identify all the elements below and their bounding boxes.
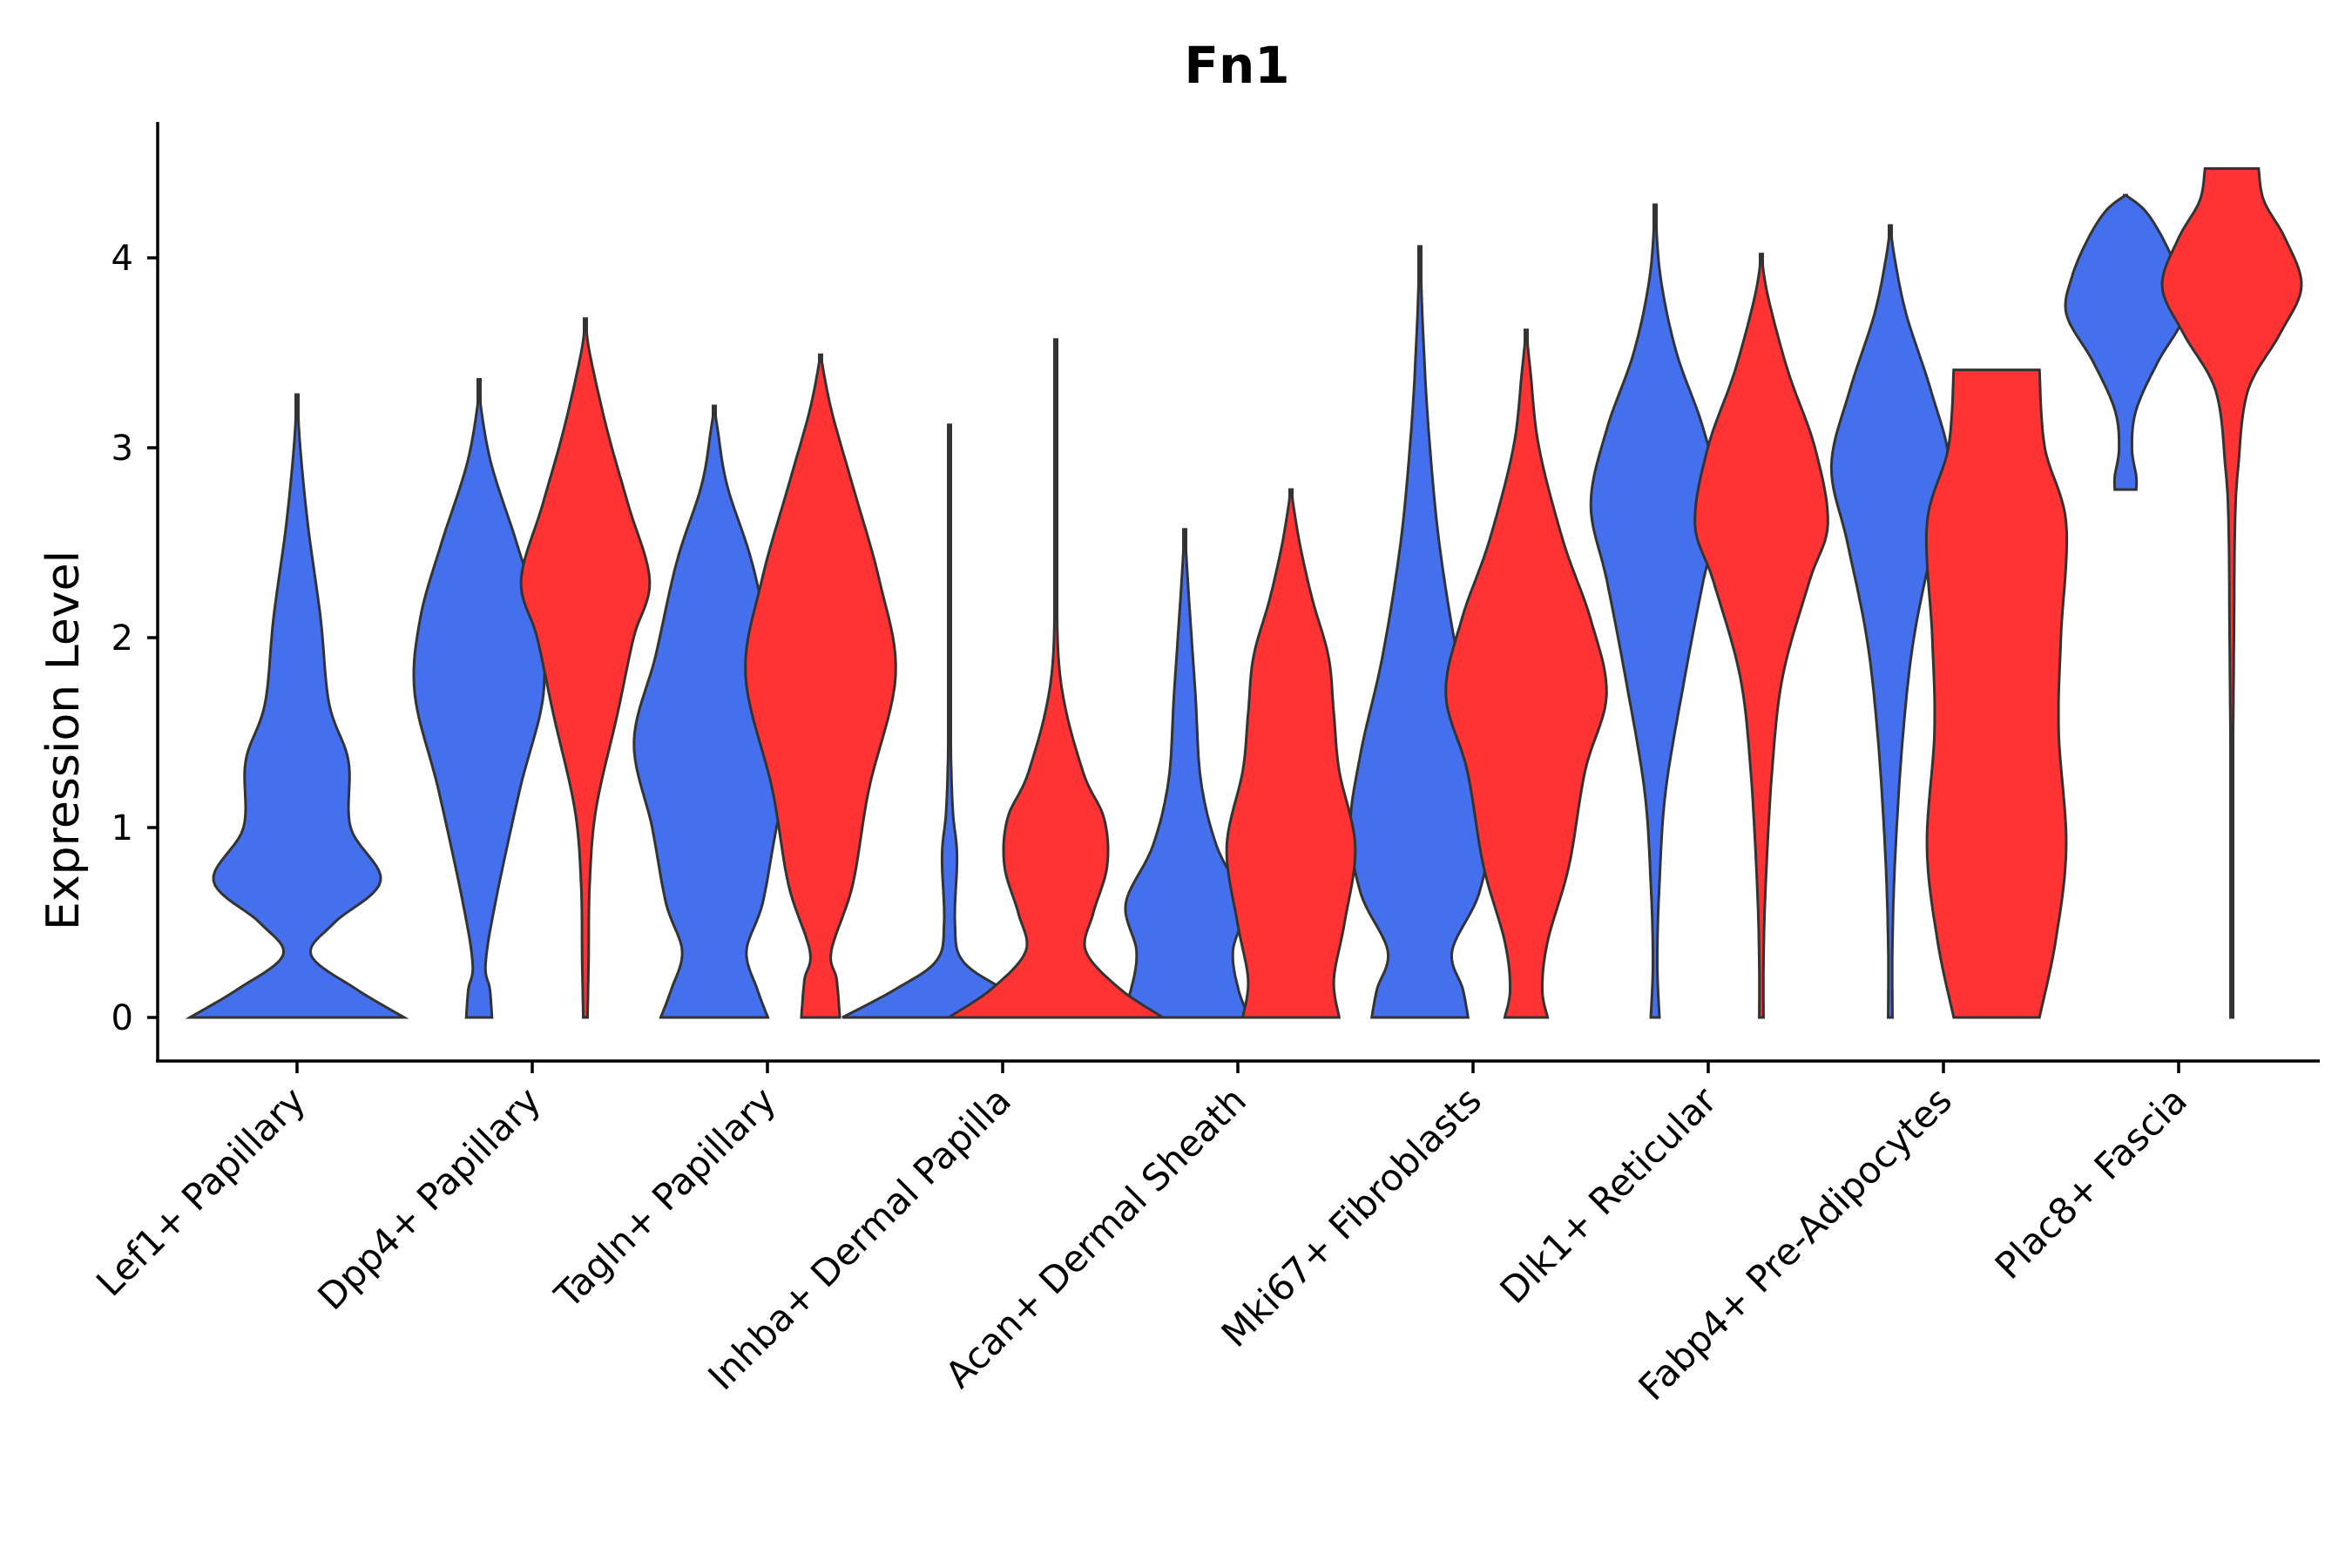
y-tick-label: 4 [112,239,133,279]
violin-group-2-plac8-fascia [2160,167,2303,1019]
violin-group-2-tagln-papillary [744,353,897,1019]
violin-group-1-acan-dermal-sheath [1118,528,1252,1019]
y-tick-label: 2 [112,618,133,659]
violin-group-1-tagln-papillary [632,404,796,1019]
x-tick-label: Lef1+ Papillary [88,1078,314,1304]
chart-title: Fn1 [1184,36,1289,95]
violin-group-2-fabp4-pre-adipocytes [1924,368,2069,1019]
violin-group-1-dlk1-reticular [1589,203,1721,1019]
violin-group-2-dpp4-papillary [519,317,652,1019]
violin-group-1-fabp4-pre-adipocytes [1829,224,1951,1019]
violin-group-2-inhba-dermal-papilla [943,338,1168,1019]
y-tick-label: 1 [112,808,133,848]
violin-group-1-lef1-papillary [185,393,409,1019]
x-tick-label: Dlk1+ Reticular [1492,1078,1726,1312]
x-tick-label: Plac8+ Fascia [1987,1078,2195,1287]
violin-group-2-mki67-fibroblasts [1444,328,1608,1019]
y-tick-label: 0 [112,998,133,1038]
violin-group-1-dpp4-papillary [412,378,546,1019]
x-tick-label: Mki67+ Fibroblasts [1213,1078,1490,1355]
violins-layer [185,167,2303,1019]
y-tick-label: 3 [112,429,133,469]
x-tick-label: Dpp4+ Papillary [309,1078,549,1318]
violin-group-1-inhba-dermal-papilla [841,423,1058,1019]
violin-group-1-plac8-fascia [2064,193,2187,491]
y-ticks: 0 1 2 3 4 [112,239,158,1038]
violin-group-2-acan-dermal-sheath [1225,488,1357,1019]
x-tick-label: Tagln+ Papillary [546,1078,784,1316]
violin-group-2-dlk1-reticular [1693,253,1829,1019]
y-axis-label: Expression Level [37,551,90,930]
